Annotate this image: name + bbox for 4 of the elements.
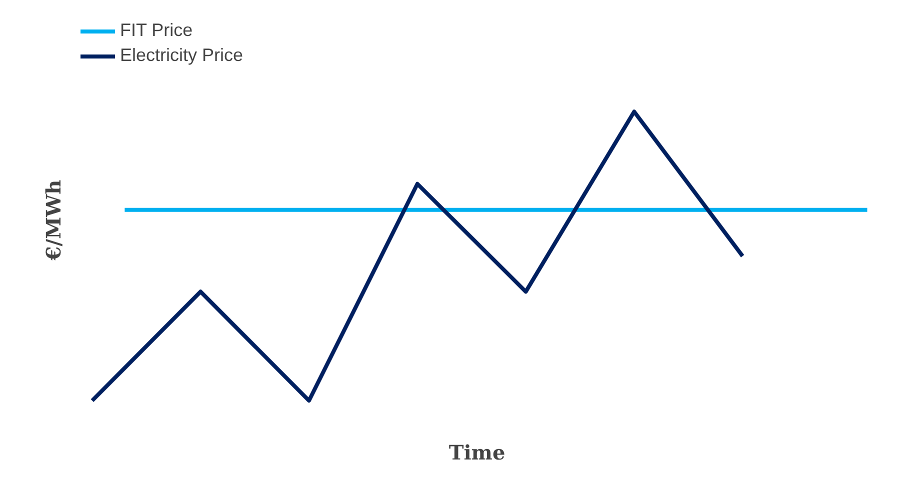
y-axis-title: €/MWh (42, 179, 66, 262)
legend-label: Electricity Price (120, 45, 244, 66)
x-axis-title: Time (448, 440, 506, 464)
legend-label: FIT Price (120, 20, 194, 41)
